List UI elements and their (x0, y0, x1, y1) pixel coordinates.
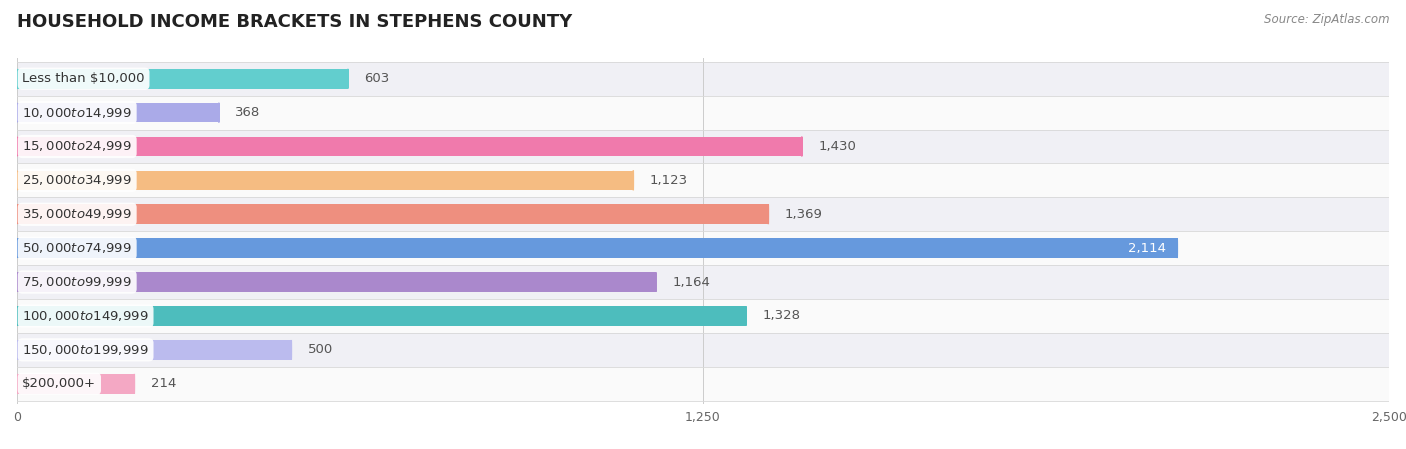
Text: $35,000 to $49,999: $35,000 to $49,999 (22, 207, 132, 221)
Bar (0, 299, 1406, 333)
Bar (17, 306, 745, 326)
Text: 1,430: 1,430 (818, 140, 856, 153)
Bar (17, 238, 1177, 258)
Text: $75,000 to $99,999: $75,000 to $99,999 (22, 275, 132, 289)
Bar (0, 231, 1406, 265)
Text: 368: 368 (235, 106, 260, 119)
Bar (17, 374, 135, 394)
Bar (17, 340, 291, 360)
Bar (0, 163, 1406, 198)
Text: 1,328: 1,328 (762, 309, 800, 322)
Text: $150,000 to $199,999: $150,000 to $199,999 (22, 343, 149, 357)
Text: 2,114: 2,114 (1128, 242, 1166, 255)
Bar (17, 272, 655, 292)
Text: $10,000 to $14,999: $10,000 to $14,999 (22, 106, 132, 119)
Text: 1,369: 1,369 (785, 208, 823, 221)
Text: $100,000 to $149,999: $100,000 to $149,999 (22, 309, 149, 323)
Bar (17, 103, 219, 123)
Text: 1,164: 1,164 (672, 276, 710, 289)
Text: 1,123: 1,123 (650, 174, 688, 187)
Bar (0, 62, 1406, 96)
Text: HOUSEHOLD INCOME BRACKETS IN STEPHENS COUNTY: HOUSEHOLD INCOME BRACKETS IN STEPHENS CO… (17, 13, 572, 31)
Bar (0, 130, 1406, 163)
Bar (0, 198, 1406, 231)
Text: 214: 214 (150, 377, 176, 390)
Bar (17, 204, 768, 224)
Text: 603: 603 (364, 72, 389, 85)
Text: $50,000 to $74,999: $50,000 to $74,999 (22, 241, 132, 255)
Bar (0, 96, 1406, 130)
Bar (17, 136, 801, 156)
Text: Source: ZipAtlas.com: Source: ZipAtlas.com (1264, 13, 1389, 26)
Bar (17, 171, 633, 190)
Text: $15,000 to $24,999: $15,000 to $24,999 (22, 140, 132, 154)
Text: 500: 500 (308, 343, 333, 357)
Text: Less than $10,000: Less than $10,000 (22, 72, 145, 85)
Bar (0, 333, 1406, 367)
Text: $25,000 to $34,999: $25,000 to $34,999 (22, 173, 132, 187)
Bar (17, 69, 347, 88)
Bar (0, 367, 1406, 401)
Text: $200,000+: $200,000+ (22, 377, 97, 390)
Bar (0, 265, 1406, 299)
